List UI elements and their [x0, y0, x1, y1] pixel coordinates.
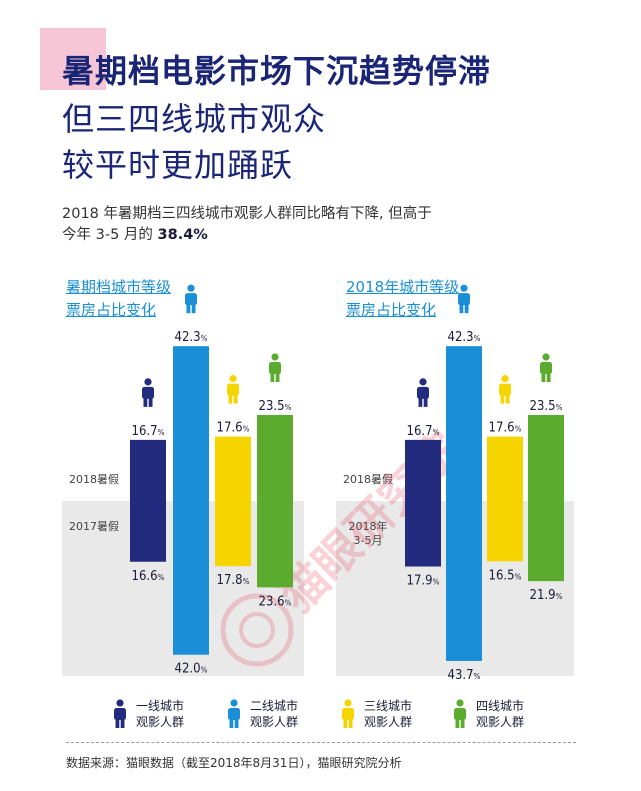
legend-label-tier4-line2: 观影人群 [476, 715, 525, 729]
bar-p1-tier4 [257, 414, 293, 588]
legend-person-icon-tier2 [228, 699, 240, 728]
value-label-top-p1-tier2: 42.3% [175, 330, 208, 345]
page-title-line3: 较平时更加踊跃 [62, 146, 294, 184]
value-label-bottom-p2-tier1: 17.9% [407, 574, 440, 589]
legend-person-tier2 [228, 699, 240, 728]
value-label-top-p2-tier3: 17.6% [489, 421, 522, 436]
legend-label-tier4: 四线城市 观影人群 [476, 698, 524, 730]
legend-person-icon-tier4 [454, 699, 466, 728]
person-icon-p2-tier2 [458, 284, 470, 314]
page-title-line2: 但三四线城市观众 [62, 100, 327, 138]
legend-label-tier3: 三线城市 观影人群 [364, 698, 412, 730]
legend-person-icon-tier1 [114, 699, 126, 728]
value-label-bottom-p2-tier3: 16.5% [489, 568, 522, 583]
legend-item-tier2: 二线城市 观影人群 [222, 694, 298, 734]
legend-label-tier2-line1: 二线城市 [250, 699, 299, 713]
legend-person-icon-tier3 [342, 699, 354, 728]
value-label-bottom-p1-tier1: 16.6% [132, 569, 165, 584]
legend-item-tier3: 三线城市 观影人群 [336, 694, 412, 734]
person-icon-p2-tier1 [417, 378, 429, 407]
legend-person-tier1 [114, 699, 126, 728]
value-label-top-p2-tier4: 23.5% [530, 399, 563, 414]
subtitle-highlight-value: 38.4% [157, 227, 208, 243]
value-label-bottom-p1-tier4: 23.6% [259, 594, 292, 609]
person-icon-p1-tier4 [269, 353, 281, 382]
page-title-line1: 暑期档电影市场下沉趋势停滞 [62, 52, 492, 90]
panel1-title: 暑期档城市等级 票房占比变化 [66, 276, 171, 322]
legend-label-tier3-line2: 观影人群 [364, 715, 413, 729]
legend-person-tier4 [454, 699, 466, 728]
bar-p1-tier1 [130, 439, 166, 562]
bar-p2-tier3 [487, 436, 523, 562]
value-label-bottom-p1-tier2: 42.0% [175, 662, 208, 677]
person-icon-p2-tier4 [540, 353, 552, 382]
legend-label-tier3-line1: 三线城市 [364, 699, 413, 713]
panel1-title-line1: 暑期档城市等级 [66, 278, 172, 296]
bar-p2-tier1 [405, 439, 441, 567]
legend-item-tier1: 一线城市 观影人群 [108, 694, 184, 734]
panel1-top-period-label: 2018暑假 [69, 473, 119, 486]
value-label-bottom-p2-tier2: 43.7% [448, 668, 481, 683]
subtitle-line2: 今年 3-5 月的 38.4% [62, 225, 432, 246]
legend-label-tier2: 二线城市 观影人群 [250, 698, 298, 730]
value-label-top-p2-tier2: 42.3% [448, 330, 481, 345]
value-label-top-p1-tier1: 16.7% [132, 424, 165, 439]
bar-p2-tier2 [446, 346, 482, 661]
legend-label-tier1: 一线城市 观影人群 [136, 698, 184, 730]
bar-p1-tier2 [173, 346, 209, 655]
bar-p2-tier4 [528, 414, 564, 582]
legend-label-tier4-line1: 四线城市 [476, 699, 525, 713]
subtitle-line1: 2018 年暑期档三四线城市观影人群同比略有下降, 但高于 [62, 206, 432, 222]
legend-label-tier1-line2: 观影人群 [136, 715, 185, 729]
value-label-bottom-p2-tier4: 21.9% [530, 588, 563, 603]
footer-divider [66, 742, 576, 743]
legend-label-tier2-line2: 观影人群 [250, 715, 299, 729]
value-label-bottom-p1-tier3: 17.8% [217, 573, 250, 588]
person-icon-p1-tier2 [185, 284, 197, 314]
legend-person-tier3 [342, 699, 354, 728]
data-source-note: 数据来源：猫眼数据（截至2018年8月31日），猫眼研究院分析 [66, 756, 402, 770]
value-label-top-p1-tier4: 23.5% [259, 399, 292, 414]
panel1-title-line2: 票房占比变化 [66, 301, 157, 319]
subtitle: 2018 年暑期档三四线城市观影人群同比略有下降, 但高于 今年 3-5 月的 … [62, 204, 432, 246]
panel2-bottom-period-line2: 3-5月 [353, 534, 383, 547]
title-accent-block [40, 28, 106, 90]
legend-item-tier4: 四线城市 观影人群 [448, 694, 524, 734]
bar-p1-tier3 [215, 436, 251, 567]
panel2-bottom-period-label: 2018年 3-5月 [336, 520, 400, 548]
panel2-top-period-label: 2018暑假 [343, 473, 393, 486]
panel2-title-line2: 票房占比变化 [346, 301, 437, 319]
person-icon-p1-tier3 [227, 374, 239, 404]
panel1-bottom-period-label: 2017暑假 [69, 520, 119, 533]
value-label-top-p1-tier3: 17.6% [217, 421, 250, 436]
person-icon-p2-tier3 [499, 374, 511, 404]
panel2-title: 2018年城市等级 票房占比变化 [346, 276, 459, 322]
value-label-top-p2-tier1: 16.7% [407, 424, 440, 439]
legend-label-tier1-line1: 一线城市 [136, 699, 185, 713]
subtitle-line2-prefix: 今年 3-5 月的 [62, 227, 158, 243]
person-icon-p1-tier1 [142, 378, 154, 407]
panel2-bottom-period-line1: 2018年 [348, 520, 388, 533]
panel2-title-line1: 2018年城市等级 [346, 278, 460, 296]
